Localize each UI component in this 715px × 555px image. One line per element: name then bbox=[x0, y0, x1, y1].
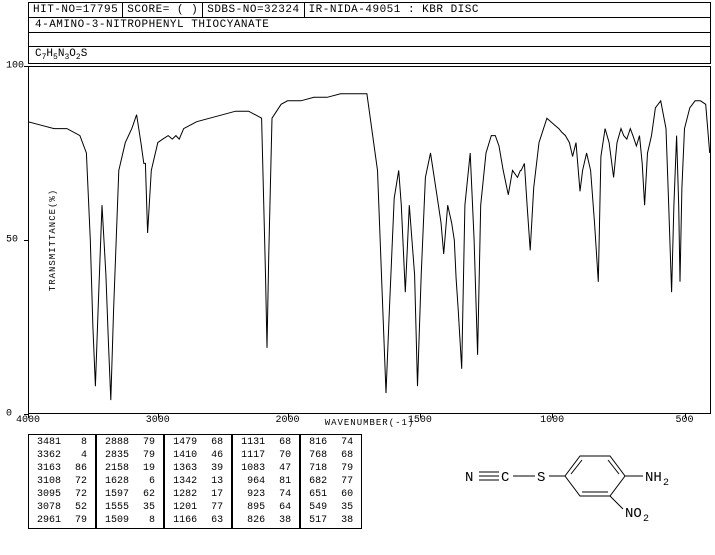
peak-table: 81674768687187968277651605493551738 bbox=[300, 434, 362, 529]
peak-cell: 79 bbox=[69, 515, 93, 526]
peak-cell: 1117 bbox=[235, 450, 271, 461]
peak-cell: 1166 bbox=[167, 515, 203, 526]
peak-cell: 8 bbox=[137, 515, 161, 526]
spectrum-line bbox=[28, 66, 711, 414]
compound-title: 4-AMINO-3-NITROPHENYL THIOCYANATE bbox=[28, 18, 711, 33]
atom-c: C bbox=[501, 470, 509, 486]
sub-nh2: 2 bbox=[663, 478, 669, 489]
x-axis-label: WAVENUMBER(-1) bbox=[325, 418, 415, 428]
peak-cell: 1282 bbox=[167, 489, 203, 500]
peak-cell: 2961 bbox=[31, 515, 67, 526]
peak-cell: 79 bbox=[137, 450, 161, 461]
peak-cell: 70 bbox=[273, 450, 297, 461]
peak-cell: 1509 bbox=[99, 515, 135, 526]
peak-table: 1479681410461363391342131282171201771166… bbox=[164, 434, 232, 529]
peak-cell: 60 bbox=[335, 489, 359, 500]
peak-cell: 17 bbox=[205, 489, 229, 500]
molecular-structure: N C S NH 2 NO 2 bbox=[465, 441, 685, 525]
atom-n: N bbox=[465, 470, 473, 486]
sdbs-no-cell: SDBS-NO=32324 bbox=[203, 3, 304, 17]
peak-cell: 3095 bbox=[31, 489, 67, 500]
peak-cell: 72 bbox=[69, 476, 93, 487]
peak-cell: 1363 bbox=[167, 463, 203, 474]
blank-row bbox=[28, 33, 711, 47]
peak-cell: 3078 bbox=[31, 502, 67, 513]
peak-cell: 74 bbox=[335, 437, 359, 448]
peak-table: 2888792835792158191628615976215553515098 bbox=[96, 434, 164, 529]
score-cell: SCORE= ( ) bbox=[123, 3, 203, 17]
peak-cell: 2158 bbox=[99, 463, 135, 474]
group-nh2: NH bbox=[645, 470, 662, 486]
peak-cell: 38 bbox=[273, 515, 297, 526]
peak-cell: 1342 bbox=[167, 476, 203, 487]
peak-cell: 1628 bbox=[99, 476, 135, 487]
peak-cell: 35 bbox=[137, 502, 161, 513]
peak-cell: 3108 bbox=[31, 476, 67, 487]
group-no2: NO bbox=[625, 506, 642, 521]
peak-cell: 68 bbox=[335, 450, 359, 461]
peak-cell: 1555 bbox=[99, 502, 135, 513]
atom-s: S bbox=[537, 470, 545, 486]
peak-cell: 19 bbox=[137, 463, 161, 474]
peak-cell: 47 bbox=[273, 463, 297, 474]
peak-cell: 1479 bbox=[167, 437, 203, 448]
peak-cell: 816 bbox=[303, 437, 333, 448]
peak-cell: 64 bbox=[273, 502, 297, 513]
peak-cell: 46 bbox=[205, 450, 229, 461]
ir-info-cell: IR-NIDA-49051 : KBR DISC bbox=[305, 3, 710, 17]
peak-cell: 517 bbox=[303, 515, 333, 526]
peak-cell: 1597 bbox=[99, 489, 135, 500]
y-axis-label: TRANSMITTANCE(%) bbox=[48, 189, 58, 291]
peak-cell: 79 bbox=[137, 437, 161, 448]
peak-cell: 6 bbox=[137, 476, 161, 487]
molecular-formula: C7H5N3O2S bbox=[28, 47, 711, 64]
peak-cell: 682 bbox=[303, 476, 333, 487]
peak-cell: 13 bbox=[205, 476, 229, 487]
peak-cell: 74 bbox=[273, 489, 297, 500]
peak-cell: 3481 bbox=[31, 437, 67, 448]
peak-cell: 38 bbox=[335, 515, 359, 526]
sub-no2: 2 bbox=[643, 514, 649, 521]
peak-cell: 86 bbox=[69, 463, 93, 474]
header-bar: HIT-NO=17795 SCORE= ( ) SDBS-NO=32324 IR… bbox=[28, 2, 711, 18]
peak-cell: 52 bbox=[69, 502, 93, 513]
peak-cell: 923 bbox=[235, 489, 271, 500]
peak-cell: 1201 bbox=[167, 502, 203, 513]
peak-cell: 1131 bbox=[235, 437, 271, 448]
peak-cell: 77 bbox=[335, 476, 359, 487]
peak-cell: 4 bbox=[69, 450, 93, 461]
peak-cell: 8 bbox=[69, 437, 93, 448]
peak-cell: 651 bbox=[303, 489, 333, 500]
peak-cell: 549 bbox=[303, 502, 333, 513]
peak-table: 11316811177010834796481923748956482638 bbox=[232, 434, 300, 529]
peak-cell: 72 bbox=[69, 489, 93, 500]
peak-table: 3481833624316386310872309572307852296179 bbox=[28, 434, 96, 529]
peak-cell: 718 bbox=[303, 463, 333, 474]
ir-spectrum-chart: TRANSMITTANCE(%) WAVENUMBER(-1) 050100 4… bbox=[28, 66, 711, 414]
y-tick-label: 100 bbox=[6, 61, 24, 72]
peak-cell: 62 bbox=[137, 489, 161, 500]
peak-cell: 895 bbox=[235, 502, 271, 513]
peak-cell: 1410 bbox=[167, 450, 203, 461]
peak-cell: 964 bbox=[235, 476, 271, 487]
peak-cell: 35 bbox=[335, 502, 359, 513]
peak-cell: 768 bbox=[303, 450, 333, 461]
peak-cell: 77 bbox=[205, 502, 229, 513]
peak-cell: 81 bbox=[273, 476, 297, 487]
peak-cell: 39 bbox=[205, 463, 229, 474]
peak-cell: 3362 bbox=[31, 450, 67, 461]
peak-cell: 1083 bbox=[235, 463, 271, 474]
peak-cell: 3163 bbox=[31, 463, 67, 474]
peak-cell: 79 bbox=[335, 463, 359, 474]
peak-cell: 68 bbox=[273, 437, 297, 448]
y-tick-label: 0 bbox=[6, 409, 12, 420]
peak-cell: 63 bbox=[205, 515, 229, 526]
peak-cell: 826 bbox=[235, 515, 271, 526]
hit-no-cell: HIT-NO=17795 bbox=[29, 3, 123, 17]
peak-cell: 68 bbox=[205, 437, 229, 448]
peak-cell: 2835 bbox=[99, 450, 135, 461]
peak-cell: 2888 bbox=[99, 437, 135, 448]
y-tick-label: 50 bbox=[6, 235, 18, 246]
